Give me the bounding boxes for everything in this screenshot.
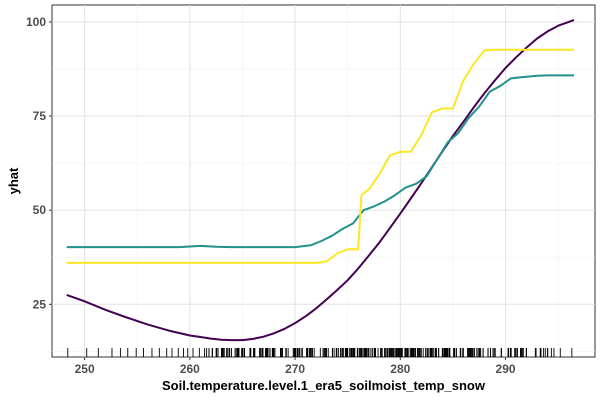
x-tick-label: 290 [496,362,516,376]
y-tick-label: 75 [33,109,47,123]
x-axis-title: Soil.temperature.level.1_era5_soilmoist_… [162,378,486,393]
x-tick-label: 280 [390,362,410,376]
plot-panel [51,4,596,358]
grid-layer [52,5,595,357]
axis-layer: 250 260 270 280 290 25 50 75 100 [26,15,516,376]
y-tick-label: 50 [33,203,47,217]
y-tick-label: 25 [33,297,47,311]
series-layer [66,19,575,342]
series-line-1 [66,19,575,342]
series-line-3 [66,48,574,264]
x-tick-label: 250 [75,362,95,376]
y-axis-title: yhat [6,167,21,194]
series-line-2 [66,74,574,249]
rug-layer [67,348,573,357]
y-tick-label: 100 [26,15,46,29]
x-tick-label: 270 [285,362,305,376]
x-tick-label: 260 [180,362,200,376]
